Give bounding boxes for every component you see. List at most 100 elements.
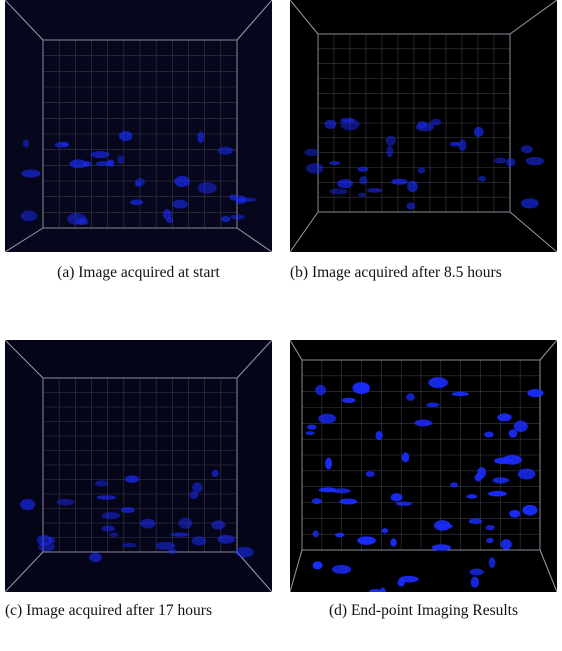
cell-blob: [23, 139, 29, 147]
cell-blob: [106, 160, 113, 166]
caption: (a) Image acquired at start: [5, 262, 272, 283]
cell-blob: [339, 499, 357, 505]
cell-blob: [488, 491, 507, 497]
cell-blob: [486, 538, 494, 543]
cell-blob: [329, 188, 348, 194]
cell-blob: [340, 118, 355, 123]
cell-blob: [494, 158, 506, 164]
cell-blob: [426, 403, 439, 408]
cell-blob: [20, 499, 35, 510]
caption-label: (b): [290, 264, 308, 281]
cell-blob: [318, 414, 336, 424]
cell-blob: [189, 491, 198, 499]
cell-blob: [319, 487, 337, 492]
cell-blob: [509, 510, 520, 518]
cell-blob: [494, 458, 512, 465]
cell-blob: [221, 216, 230, 222]
cell-blob: [386, 146, 393, 157]
caption-text: Image acquired after 8.5 hours: [312, 264, 502, 281]
cell-blob: [414, 419, 432, 426]
cell-blob: [325, 120, 337, 129]
caption-label: (c): [5, 602, 22, 619]
cell-blob: [431, 119, 442, 126]
caption: (d) End-point Imaging Results: [290, 600, 557, 621]
caption: (c) Image acquired after 17 hours: [5, 600, 272, 621]
cell-blob: [140, 519, 155, 529]
cell-blob: [229, 194, 237, 200]
cell-blob: [125, 475, 139, 483]
cell-blob: [312, 498, 322, 504]
cell-blob: [236, 547, 254, 558]
cell-blob: [313, 561, 323, 569]
cell-blob: [396, 502, 412, 506]
caption-text: Image acquired after 17 hours: [26, 602, 212, 619]
cell-blob: [357, 536, 376, 545]
cell-blob: [122, 543, 136, 547]
cell-blob: [359, 176, 367, 184]
cell-blob: [469, 518, 483, 524]
cell-blob: [428, 377, 448, 388]
cell-blob: [178, 517, 192, 528]
cell-blob: [304, 149, 318, 157]
cell-blob: [450, 482, 458, 487]
cell-blob: [101, 525, 115, 531]
cell-blob: [527, 389, 543, 397]
cell-blob: [166, 217, 173, 223]
cell-blob: [434, 520, 451, 531]
cell-blob: [102, 512, 120, 519]
cell-blob: [130, 199, 143, 205]
panel-image: [290, 0, 557, 252]
cell-blob: [119, 131, 133, 141]
cell-blob: [21, 170, 40, 178]
cell-blob: [218, 146, 233, 155]
cell-blob: [399, 576, 419, 583]
cell-blob: [375, 431, 382, 440]
cell-blob: [474, 127, 484, 137]
cell-blob: [478, 176, 486, 182]
image-background: [5, 0, 272, 252]
cell-blob: [57, 499, 75, 506]
cell-blob: [61, 142, 68, 147]
cell-blob: [382, 528, 389, 533]
panel-image: [290, 340, 557, 592]
cell-blob: [332, 565, 351, 574]
cell-blob: [167, 549, 177, 554]
cell-blob: [95, 480, 108, 486]
cell-blob: [121, 507, 135, 513]
cell-blob: [485, 525, 495, 530]
cell-blob: [335, 533, 345, 537]
cell-blob: [484, 431, 494, 437]
cell-blob: [477, 467, 486, 478]
cell-blob: [466, 494, 477, 498]
cell-blob: [38, 542, 55, 551]
caption-label: (d): [329, 602, 347, 619]
cell-blob: [325, 458, 332, 470]
cell-blob: [470, 568, 484, 575]
cell-blob: [305, 431, 314, 435]
cell-blob: [514, 421, 528, 432]
cell-blob: [402, 452, 409, 462]
cell-blob: [417, 121, 427, 129]
cell-blob: [471, 577, 479, 588]
cell-blob: [366, 471, 375, 477]
cell-blob: [109, 533, 119, 537]
cell-blob: [432, 544, 451, 550]
panel-image: [5, 0, 272, 252]
page: (a) Image acquired at start (b) Image ac…: [0, 0, 562, 651]
cell-blob: [313, 530, 319, 537]
cell-blob: [418, 167, 426, 173]
cell-blob: [518, 469, 536, 480]
cell-blob: [21, 210, 37, 221]
cell-blob: [117, 155, 124, 164]
cell-blob: [522, 505, 537, 516]
cell-blob: [91, 151, 110, 158]
panel-image: [5, 340, 272, 592]
cell-blob: [352, 382, 370, 394]
cell-blob: [521, 198, 539, 208]
cell-blob: [497, 413, 511, 421]
caption-text: End-point Imaging Results: [351, 602, 518, 619]
cell-blob: [83, 161, 92, 167]
cell-blob: [452, 392, 469, 396]
cell-blob: [358, 193, 366, 197]
cell-blob: [526, 157, 544, 166]
